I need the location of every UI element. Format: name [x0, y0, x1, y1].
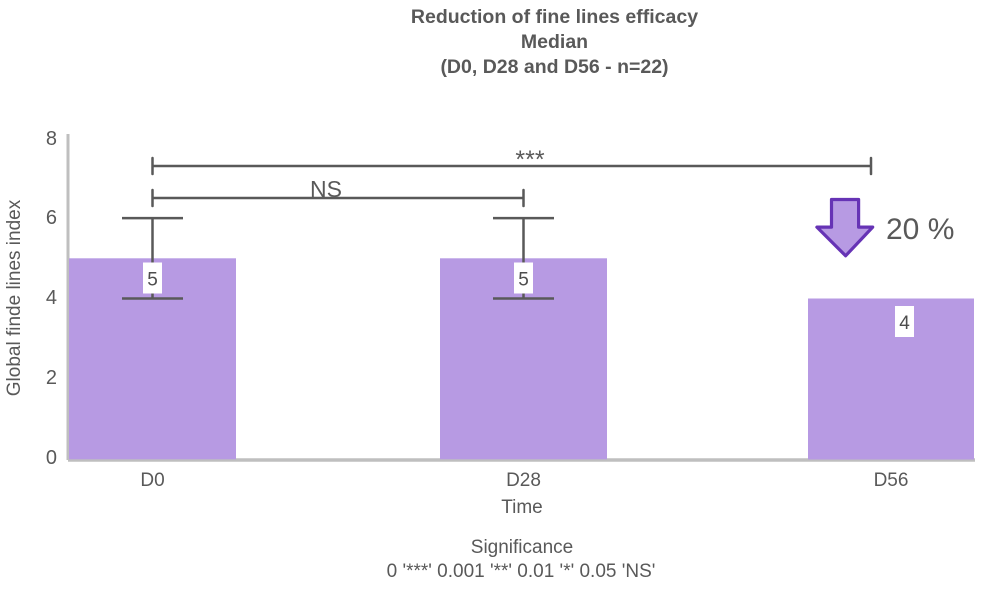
svg-text:Significance: Significance [471, 537, 573, 558]
svg-text:20 %: 20 % [886, 213, 954, 246]
svg-text:5: 5 [147, 270, 158, 291]
svg-text:6: 6 [46, 207, 57, 229]
svg-text:5: 5 [518, 270, 529, 291]
svg-text:4: 4 [46, 287, 57, 309]
svg-text:Time: Time [501, 497, 543, 518]
svg-text:***: *** [515, 146, 544, 174]
svg-text:8: 8 [46, 128, 57, 150]
svg-text:4: 4 [899, 313, 910, 334]
svg-text:0 '***' 0.001 '**' 0.01 '*' 0.: 0 '***' 0.001 '**' 0.01 '*' 0.05 'NS' [387, 561, 656, 582]
svg-text:Global finde lines index: Global finde lines index [4, 199, 25, 396]
svg-text:0: 0 [46, 447, 57, 469]
svg-text:D0: D0 [140, 470, 164, 491]
svg-text:D56: D56 [874, 470, 909, 491]
svg-text:D28: D28 [506, 470, 541, 491]
svg-text:2: 2 [46, 367, 57, 389]
svg-text:NS: NS [310, 176, 342, 202]
